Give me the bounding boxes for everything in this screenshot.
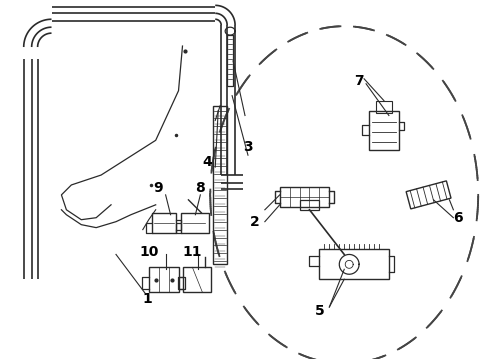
Text: 10: 10 xyxy=(139,246,158,260)
Bar xyxy=(280,187,329,207)
Text: 9: 9 xyxy=(153,181,163,195)
Text: 2: 2 xyxy=(250,215,260,229)
Bar xyxy=(213,105,227,264)
Bar xyxy=(149,267,178,292)
Bar xyxy=(152,213,175,233)
Text: 11: 11 xyxy=(183,246,202,260)
Bar xyxy=(299,200,319,210)
Text: 7: 7 xyxy=(354,74,364,88)
Text: 3: 3 xyxy=(243,140,253,154)
Text: 5: 5 xyxy=(315,304,324,318)
Text: 6: 6 xyxy=(454,211,463,225)
Bar xyxy=(183,267,211,292)
Bar xyxy=(376,100,392,113)
Text: 8: 8 xyxy=(196,181,205,195)
Text: 1: 1 xyxy=(143,292,152,306)
Bar xyxy=(369,111,399,150)
Bar xyxy=(319,249,389,279)
Text: 4: 4 xyxy=(202,155,212,169)
Bar xyxy=(181,213,209,233)
